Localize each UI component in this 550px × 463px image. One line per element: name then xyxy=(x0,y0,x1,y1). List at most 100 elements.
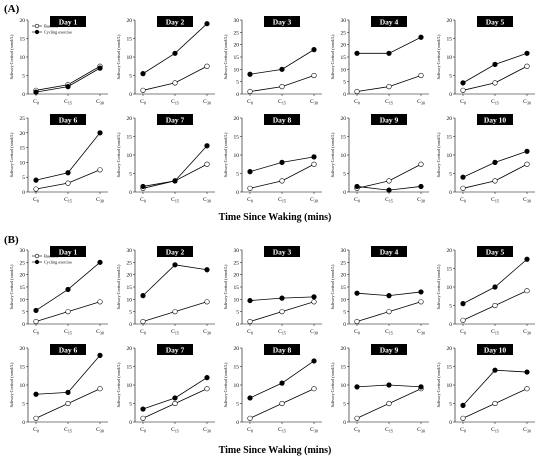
baseline-point xyxy=(524,161,530,167)
y-axis-label: Salivary Cortisol (nmol/L) xyxy=(223,34,228,79)
x-tick-label: C30 xyxy=(96,329,104,336)
y-tick-label: 15 xyxy=(234,285,240,291)
exercise-point xyxy=(65,83,71,90)
y-tick-label: 15 xyxy=(234,365,240,371)
exercise-point xyxy=(279,66,285,72)
exercise-point xyxy=(418,34,424,40)
y-axis-label: Salivary Cortisol (nmol/L) xyxy=(223,264,228,309)
y-axis-label: Salivary Cortisol (nmol/L) xyxy=(9,132,14,177)
y-tick-label: 5 xyxy=(22,402,25,408)
x-tick-label: C15 xyxy=(278,197,286,204)
y-tick-label: 5 xyxy=(129,74,132,80)
chart-day-5: 0 5 10 15 20 C0 C15 C30 Salivary Cortisol (nmol/… xyxy=(436,16,535,106)
baseline-point xyxy=(311,299,317,305)
exercise-point xyxy=(492,159,498,165)
y-tick-label: 10 xyxy=(234,383,240,389)
baseline-point xyxy=(492,302,498,309)
day-title: Day 1 xyxy=(59,248,78,257)
day-title: Day 5 xyxy=(486,248,505,257)
exercise-point xyxy=(172,50,178,56)
x-tick-label: C15 xyxy=(278,427,286,434)
y-tick-label: 0 xyxy=(449,420,452,426)
exercise-line xyxy=(142,264,208,296)
baseline-point xyxy=(97,386,103,392)
x-tick-label: C15 xyxy=(491,99,499,106)
baseline-point xyxy=(386,309,392,315)
x-tick-label: C30 xyxy=(203,427,211,434)
x-tick-label: C15 xyxy=(491,197,499,204)
y-tick-label: 0 xyxy=(343,92,346,98)
legend-exercise-label: Cycling exercise xyxy=(44,260,72,265)
x-tick-label: C0 xyxy=(460,197,466,204)
y-tick-label: 20 xyxy=(20,273,26,279)
y-tick-label: 25 xyxy=(234,260,240,266)
legend-exercise-marker xyxy=(34,29,40,35)
y-tick-label: 10 xyxy=(341,153,347,159)
chart-day-10: 0 5 10 15 20 C0 C15 C30 Salivary Cortisol (nmol/… xyxy=(436,114,535,204)
day-title: Day 4 xyxy=(380,248,399,257)
baseline-point xyxy=(311,161,317,167)
y-tick-label: 30 xyxy=(234,248,240,254)
y-tick-label: 0 xyxy=(129,322,132,328)
y-tick-label: 30 xyxy=(341,248,347,254)
chart-day-1: 0 5 10 15 20 25 30 C0 C15 C30 Salivary Cortisol (n… xyxy=(9,246,108,336)
y-tick-label: 0 xyxy=(22,420,25,426)
day-title-box xyxy=(264,16,300,27)
baseline-point xyxy=(140,318,146,325)
x-tick-label: C15 xyxy=(171,329,179,336)
day-title: Day 8 xyxy=(273,346,292,355)
y-tick-label: 5 xyxy=(343,172,346,178)
y-tick-label: 0 xyxy=(236,420,239,426)
day-title: Day 6 xyxy=(59,116,78,125)
baseline-point xyxy=(386,400,392,407)
day-title-box xyxy=(50,114,86,125)
day-title-box xyxy=(157,16,193,27)
y-tick-label: 5 xyxy=(343,402,346,408)
baseline-point xyxy=(247,185,253,191)
y-tick-label: 0 xyxy=(129,190,132,196)
day-title: Day 9 xyxy=(380,116,399,125)
exercise-point xyxy=(354,183,360,190)
y-tick-label: 10 xyxy=(234,153,240,159)
y-tick-label: 5 xyxy=(449,172,452,178)
y-tick-label: 30 xyxy=(341,18,347,24)
exercise-point xyxy=(524,148,530,154)
y-tick-label: 20 xyxy=(447,18,453,24)
baseline-point xyxy=(460,185,466,191)
legend-exercise-marker xyxy=(34,259,40,265)
legend-exercise-label: Cycling exercise xyxy=(44,30,72,35)
baseline-point xyxy=(524,288,530,294)
chart-day-3: 0 5 10 15 20 25 30 C0 C15 C30 Salivary Cortisol (n… xyxy=(223,16,322,106)
y-tick-label: 10 xyxy=(127,55,133,61)
y-axis-label: Salivary Cortisol (nmol/L) xyxy=(330,132,335,177)
exercise-point xyxy=(97,352,103,359)
x-tick-label: C15 xyxy=(64,99,72,106)
exercise-point xyxy=(460,301,466,307)
exercise-point xyxy=(311,154,317,160)
baseline-point xyxy=(140,415,146,421)
day-title-box xyxy=(371,114,407,125)
y-tick-label: 15 xyxy=(341,365,347,371)
panel-b-xlabel: Time Since Waking (mins) xyxy=(219,445,332,456)
baseline-point xyxy=(354,318,360,325)
x-tick-label: C15 xyxy=(385,99,393,106)
y-tick-label: 20 xyxy=(447,116,453,122)
exercise-point xyxy=(65,286,71,293)
exercise-point xyxy=(354,50,360,56)
y-axis-label: Salivary Cortisol (nmol/L) xyxy=(330,264,335,309)
y-axis-label: Salivary Cortisol (nmol/L) xyxy=(436,264,441,309)
exercise-point xyxy=(33,307,39,314)
x-tick-label: C30 xyxy=(203,329,211,336)
exercise-point xyxy=(204,267,210,273)
y-tick-label: 15 xyxy=(234,135,240,141)
day-title: Day 7 xyxy=(166,346,185,355)
baseline-point xyxy=(418,72,424,79)
y-tick-label: 15 xyxy=(341,55,347,61)
x-tick-label: C30 xyxy=(310,329,318,336)
day-title-box xyxy=(264,246,300,257)
y-tick-label: 0 xyxy=(22,190,25,196)
day-title-box xyxy=(157,246,193,257)
y-tick-label: 10 xyxy=(341,297,347,303)
x-tick-label: C15 xyxy=(278,99,286,106)
